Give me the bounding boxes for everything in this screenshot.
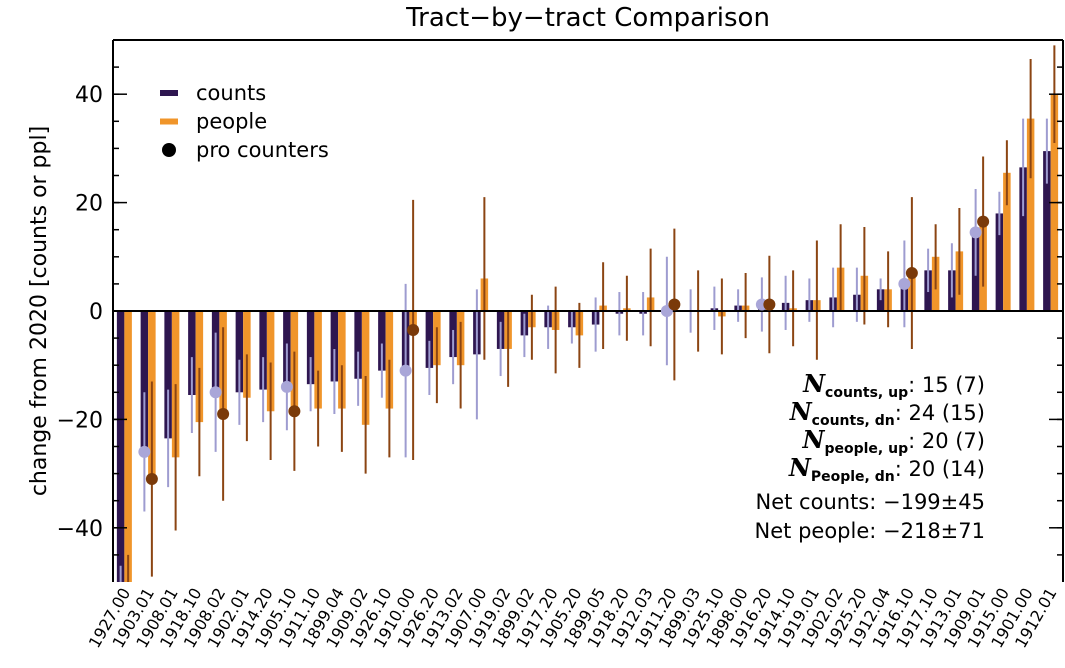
bar <box>361 311 370 425</box>
annotation-text: : 20 (14) <box>895 457 985 481</box>
pro-counter-marker <box>905 267 918 280</box>
annotation-symbol: N <box>788 453 812 482</box>
bar <box>171 311 180 458</box>
annotation-symbol: N <box>789 397 813 426</box>
annotation: Net people: −218±71 <box>755 519 985 543</box>
pro-counter-marker <box>668 298 681 311</box>
bar <box>306 311 315 385</box>
legend-swatch <box>160 118 178 125</box>
bar <box>266 311 275 412</box>
bar <box>164 311 172 439</box>
pro-counter-marker <box>138 445 151 458</box>
bar <box>259 311 267 390</box>
bar <box>995 213 1004 311</box>
annotation: Ncounts, dn: 24 (15) <box>789 397 985 429</box>
pro-counter-marker <box>145 473 158 486</box>
annotation: Net counts: −199±45 <box>756 490 985 514</box>
annotation-text: Net people: −218±71 <box>755 519 985 543</box>
legend-label: counts <box>196 81 266 105</box>
bar <box>124 311 132 582</box>
y-tick-label: 0 <box>89 300 103 325</box>
pro-counter-marker <box>969 226 982 239</box>
y-tick-label: −20 <box>57 408 103 433</box>
bar <box>1026 118 1035 311</box>
pro-counter-marker <box>977 215 990 228</box>
annotation: Ncounts, up: 15 (7) <box>802 369 985 401</box>
bar <box>1019 167 1027 311</box>
bar <box>235 311 244 393</box>
pro-counter-marker <box>288 405 301 418</box>
annotation-text: : 15 (7) <box>908 373 985 397</box>
bar <box>195 311 204 423</box>
chart-title: Tract−by−tract Comparison <box>405 3 770 33</box>
bar <box>338 311 346 409</box>
annotation-subscript: counts, up <box>825 385 908 401</box>
pro-counter-marker <box>280 380 293 393</box>
pro-counter-marker <box>763 298 776 311</box>
plot-area <box>113 45 1063 582</box>
annotation-symbol: N <box>802 425 826 454</box>
pro-counter-marker <box>217 407 230 420</box>
y-tick-label: 40 <box>75 83 103 108</box>
annotation-subscript: people, up <box>824 441 908 457</box>
pro-counter-marker <box>209 386 222 399</box>
bar <box>425 311 434 368</box>
bar <box>330 311 339 382</box>
annotation: Npeople, up: 20 (7) <box>802 425 985 457</box>
pro-counter-marker <box>898 277 911 290</box>
bar <box>314 311 322 409</box>
legend-label: pro counters <box>196 138 329 162</box>
bar <box>116 311 125 582</box>
annotation-symbol: N <box>802 369 826 398</box>
pro-counter-marker <box>407 323 420 336</box>
bar <box>354 311 362 379</box>
bar <box>378 311 386 371</box>
annotation-subscript: People, dn <box>811 469 895 485</box>
bar <box>140 311 149 452</box>
y-tick-label: −40 <box>57 517 103 542</box>
annotation: NPeople, dn: 20 (14) <box>788 453 985 485</box>
annotation-subscript: counts, dn <box>812 413 895 429</box>
annotation-text: : 24 (15) <box>895 401 985 425</box>
bar <box>1003 172 1011 311</box>
pro-counter-marker <box>399 364 412 377</box>
y-axis-label: change from 2020 [counts or ppl] <box>27 126 52 496</box>
axes: −40−20020401927.001903.011908.011918.101… <box>57 39 1064 651</box>
legend-swatch <box>160 90 178 96</box>
legend-marker <box>162 143 176 157</box>
annotation-text: : 20 (7) <box>908 429 985 453</box>
bar <box>1043 151 1051 311</box>
y-tick-label: 20 <box>75 192 103 217</box>
bar <box>188 311 196 396</box>
annotation-text: Net counts: −199±45 <box>756 490 985 514</box>
legend-label: people <box>196 110 267 134</box>
